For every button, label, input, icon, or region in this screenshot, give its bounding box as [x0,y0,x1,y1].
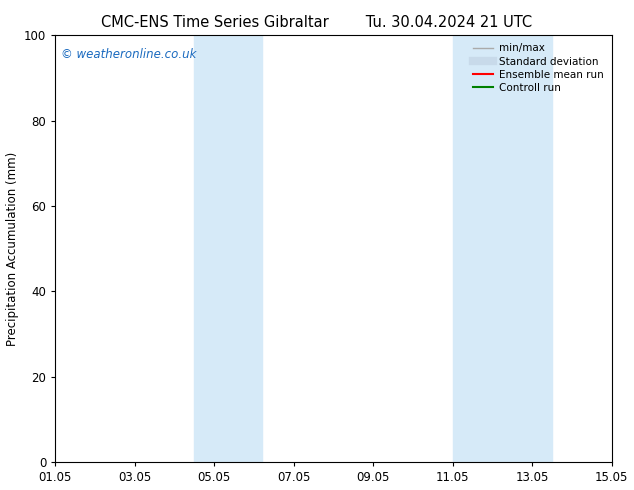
Bar [195,35,262,463]
Y-axis label: Precipitation Accumulation (mm): Precipitation Accumulation (mm) [6,151,18,346]
Text: © weatheronline.co.uk: © weatheronline.co.uk [61,48,197,61]
Bar [453,35,552,463]
Legend: min/max, Standard deviation, Ensemble mean run, Controll run: min/max, Standard deviation, Ensemble me… [470,40,607,96]
Text: CMC-ENS Time Series Gibraltar        Tu. 30.04.2024 21 UTC: CMC-ENS Time Series Gibraltar Tu. 30.04.… [101,15,533,30]
